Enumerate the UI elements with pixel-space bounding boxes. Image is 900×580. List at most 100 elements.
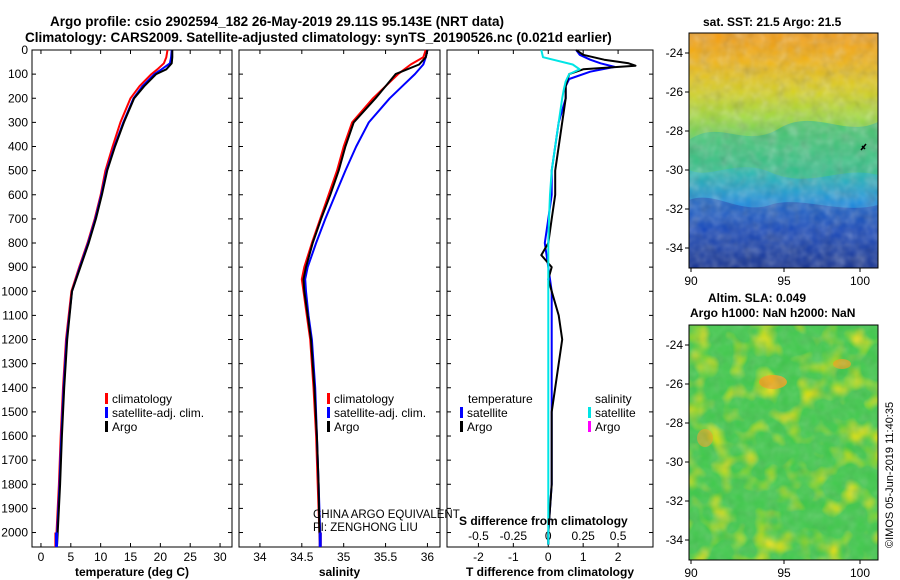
x-axis-label: temperature (deg C)	[75, 565, 189, 579]
depth-tick-label: 0	[21, 43, 28, 57]
legend-label-s-argo: Argo	[595, 420, 621, 434]
panel-frame	[446, 49, 654, 548]
s-diff-tick-label: 0.25	[571, 529, 595, 543]
depth-tick-label: 800	[8, 236, 28, 250]
sst-map-title: sat. SST: 21.5 Argo: 21.5	[703, 15, 842, 29]
x-tick-label: -2	[473, 550, 484, 564]
depth-tick-label: 1800	[1, 477, 28, 491]
legend-title-temperature: temperature	[468, 392, 533, 406]
x-tick-label: 15	[124, 550, 138, 564]
depth-tick-label: 600	[8, 188, 28, 202]
map-y-tick-label: -24	[666, 338, 684, 352]
x-tick-label: 2	[615, 550, 622, 564]
x-tick-label: 36	[421, 550, 435, 564]
legend-label-t-argo: Argo	[467, 420, 493, 434]
depth-tick-label: 1300	[1, 357, 28, 371]
imos-credit: ©IMOS 05-Jun-2019 11:40:35	[884, 402, 896, 548]
s-diff-tick-label: -0.25	[500, 529, 528, 543]
series-line-satellite-adj-clim-	[304, 49, 429, 545]
legend-swatch-satellite	[327, 407, 330, 418]
series-line-t-argo	[540, 49, 637, 545]
depth-tick-label: 1900	[1, 501, 28, 515]
salinity-difference-axis-label: S difference from climatology	[459, 514, 628, 528]
legend-swatch-t-satellite	[460, 407, 463, 418]
legend-label-argo: Argo	[112, 420, 138, 434]
sst-map-texture	[689, 33, 878, 268]
map-y-tick-label: -30	[666, 163, 684, 177]
map-y-tick-label: -34	[666, 241, 684, 255]
map-y-tick-label: -32	[666, 202, 684, 216]
legend-swatch-argo	[105, 421, 108, 432]
x-axis-label: T difference from climatology	[466, 565, 634, 579]
s-diff-tick-label: 0.5	[610, 529, 627, 543]
legend-swatch-s-satellite	[588, 407, 591, 418]
legend-label-climatology: climatology	[334, 392, 394, 406]
series-line-argo	[56, 50, 174, 545]
legend-swatch-climatology	[327, 393, 330, 404]
series-line-t-satellite	[543, 49, 616, 545]
pi-annotation-line2: PI: ZENGHONG LIU	[313, 522, 418, 534]
depth-tick-label: 1400	[1, 381, 28, 395]
depth-tick-label: 300	[8, 115, 28, 129]
x-axis-label: salinity	[319, 565, 361, 579]
depth-tick-label: 2000	[1, 526, 28, 540]
x-tick-label: 20	[154, 550, 168, 564]
legend-label-argo: Argo	[334, 420, 360, 434]
salinity-legend: climatology satellite-adj. clim. Argo	[327, 392, 426, 434]
legend-swatch-satellite	[105, 407, 108, 418]
legend-swatch-climatology	[105, 393, 108, 404]
series-line-climatology	[300, 49, 427, 545]
depth-tick-label: 700	[8, 212, 28, 226]
sla-map-title-line1: Altim. SLA: 0.049	[708, 291, 806, 305]
temperature-legend: climatology satellite-adj. clim. Argo	[105, 392, 204, 434]
map-y-tick-label: -34	[666, 533, 684, 547]
depth-tick-label: 400	[8, 140, 28, 154]
depth-tick-label: 1600	[1, 429, 28, 443]
series-line-satellite-adj-clim-	[55, 49, 173, 545]
s-diff-tick-label: -0.5	[468, 529, 489, 543]
x-tick-label: 30	[213, 550, 227, 564]
panel-frame	[31, 49, 233, 548]
panel-frame	[238, 49, 441, 548]
map-y-tick-label: -28	[666, 416, 684, 430]
depth-tick-label: 100	[8, 67, 28, 81]
legend-label-s-satellite: satellite	[595, 406, 636, 420]
x-tick-label: 1	[580, 550, 587, 564]
pi-annotation-line1: CHINA ARGO EQUIVALENT	[313, 509, 460, 521]
difference-panel: -2 -1 0 1 2-0.5 -0.25 0 0.25 0.5T difference fro…	[446, 49, 654, 579]
map-y-tick-label: -30	[666, 455, 684, 469]
depth-tick-label: 200	[8, 91, 28, 105]
depth-tick-label: 1100	[2, 308, 28, 322]
legend-swatch-s-argo	[588, 421, 591, 432]
depth-tick-label: 500	[8, 164, 28, 178]
series-line-climatology	[54, 49, 169, 545]
x-tick-label: 34.5	[290, 550, 314, 564]
map-y-tick-label: -26	[666, 85, 684, 99]
map-x-tick-label: 100	[850, 566, 870, 580]
sst-map-ticks: -24 -26 -28 -30 -32 -34 90 95 100	[666, 46, 871, 288]
salinity-panel: 34 34.5 35 35.5 36 salinity	[238, 49, 441, 579]
difference-legend: temperature satellite Argo salinity sate…	[460, 392, 636, 434]
legend-label-climatology: climatology	[112, 392, 172, 406]
legend-label-t-satellite: satellite	[467, 406, 508, 420]
figure-title-line2: Climatology: CARS2009. Satellite-adjuste…	[25, 30, 612, 45]
series-line-s-satellite	[540, 49, 581, 545]
x-tick-label: 25	[184, 550, 198, 564]
x-tick-label: 34	[253, 550, 267, 564]
sla-map: Altim. SLA: 0.049 Argo h1000: NaN h2000:…	[666, 291, 879, 580]
sla-map-texture	[689, 325, 878, 560]
map-y-tick-label: -32	[666, 494, 684, 508]
series-line-argo	[302, 49, 429, 545]
temperature-panel: 0100200300400500600700800900100011001200…	[1, 43, 233, 579]
legend-label-satellite: satellite-adj. clim.	[334, 406, 426, 420]
map-x-tick-label: 90	[684, 566, 698, 580]
sla-map-ticks: -24 -26 -28 -30 -32 -34 90 95 100	[666, 338, 871, 580]
depth-tick-label: 1200	[1, 333, 28, 347]
map-x-tick-label: 100	[850, 274, 870, 288]
x-tick-label: 0	[38, 550, 45, 564]
map-x-tick-label: 95	[777, 566, 791, 580]
map-y-tick-label: -24	[666, 46, 684, 60]
legend-swatch-argo	[327, 421, 330, 432]
sla-map-title-line2: Argo h1000: NaN h2000: NaN	[690, 306, 855, 320]
